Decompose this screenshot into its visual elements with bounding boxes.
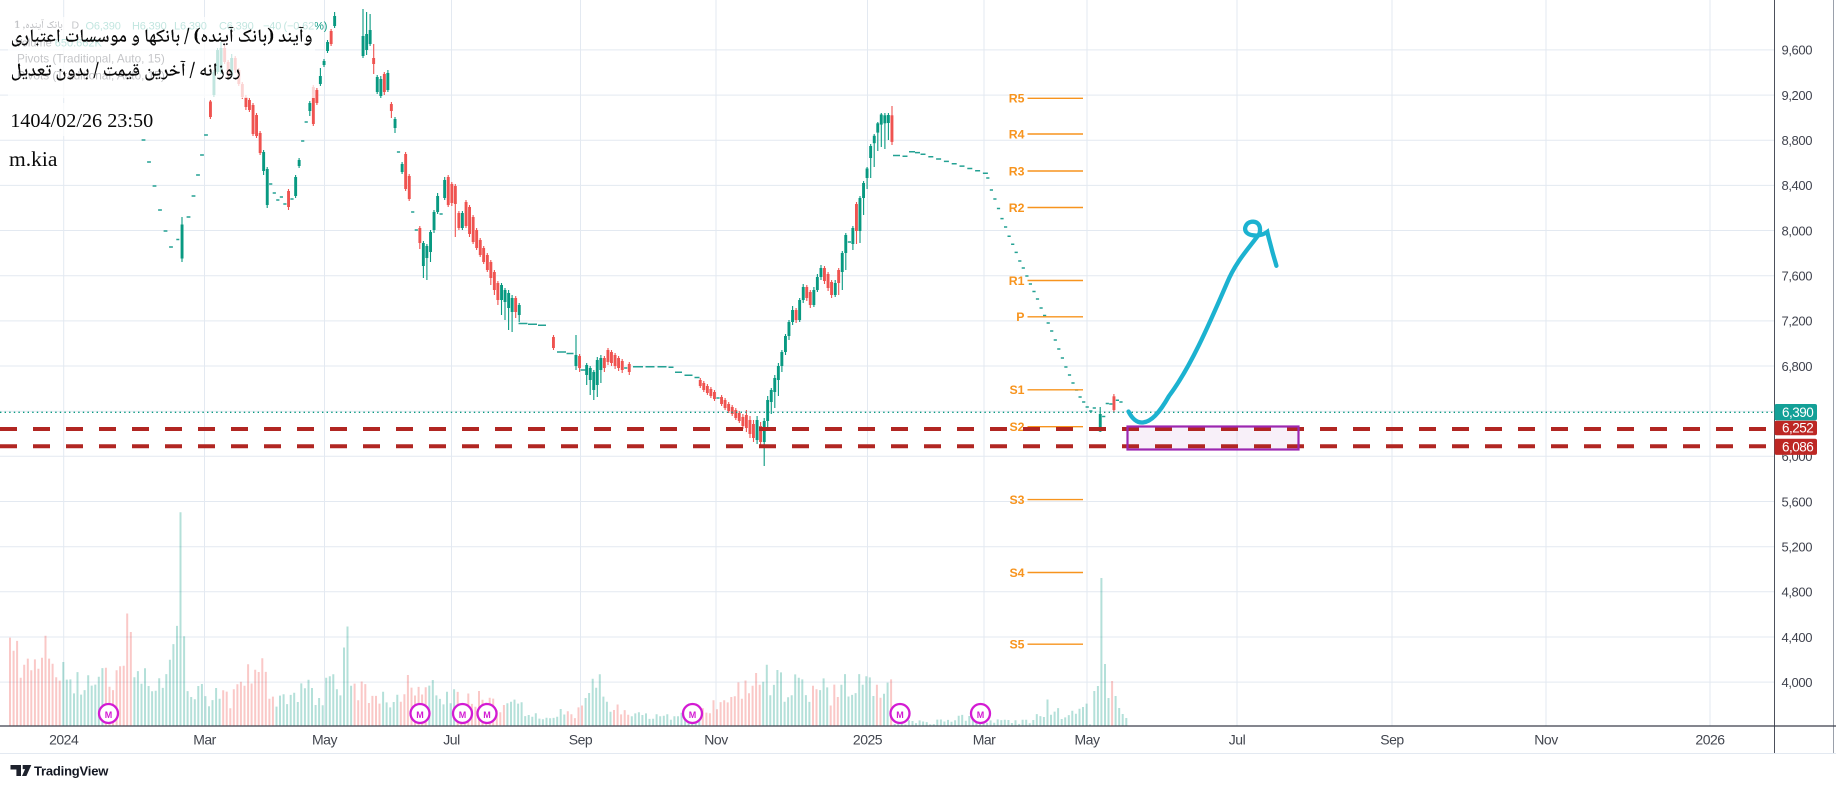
svg-text:Sep: Sep bbox=[569, 732, 593, 748]
svg-text:M: M bbox=[459, 710, 467, 720]
svg-text:M: M bbox=[977, 710, 985, 720]
svg-text:Nov: Nov bbox=[1534, 732, 1558, 748]
svg-text:6,800: 6,800 bbox=[1782, 359, 1813, 374]
svg-text:8,800: 8,800 bbox=[1782, 133, 1813, 148]
svg-text:Jul: Jul bbox=[1229, 732, 1246, 748]
svg-text:6,390: 6,390 bbox=[1782, 405, 1813, 420]
svg-text:5,600: 5,600 bbox=[1782, 494, 1813, 509]
svg-text:R2: R2 bbox=[1009, 201, 1025, 215]
svg-text:5,200: 5,200 bbox=[1782, 540, 1813, 555]
svg-text:S5: S5 bbox=[1009, 638, 1024, 652]
svg-text:7,600: 7,600 bbox=[1782, 269, 1813, 284]
svg-text:Nov: Nov bbox=[704, 732, 728, 748]
svg-text:M: M bbox=[416, 710, 424, 720]
svg-text:2024: 2024 bbox=[49, 732, 79, 748]
svg-text:6,252: 6,252 bbox=[1782, 421, 1813, 436]
svg-text:S4: S4 bbox=[1009, 566, 1024, 580]
svg-text:2026: 2026 bbox=[1695, 732, 1725, 748]
svg-text:9,600: 9,600 bbox=[1782, 43, 1813, 58]
svg-text:S2: S2 bbox=[1009, 420, 1024, 434]
svg-text:S1: S1 bbox=[1009, 383, 1024, 397]
svg-text:TradingView: TradingView bbox=[34, 764, 109, 779]
svg-text:S3: S3 bbox=[1009, 493, 1024, 507]
svg-text:2025: 2025 bbox=[853, 732, 883, 748]
svg-text:4,000: 4,000 bbox=[1782, 675, 1813, 690]
svg-text:M: M bbox=[105, 710, 113, 720]
svg-text:Mar: Mar bbox=[193, 732, 216, 748]
svg-text:m.kia: m.kia bbox=[9, 147, 58, 171]
svg-text:4,400: 4,400 bbox=[1782, 630, 1813, 645]
svg-text:May: May bbox=[1075, 732, 1100, 748]
svg-text:6,086: 6,086 bbox=[1782, 439, 1813, 454]
svg-text:Sep: Sep bbox=[1380, 732, 1404, 748]
svg-text:M: M bbox=[896, 710, 904, 720]
svg-text:R4: R4 bbox=[1009, 127, 1025, 141]
svg-text:8,000: 8,000 bbox=[1782, 223, 1813, 238]
svg-text:R5: R5 bbox=[1009, 92, 1025, 106]
svg-text:8,400: 8,400 bbox=[1782, 178, 1813, 193]
svg-text:4,800: 4,800 bbox=[1782, 585, 1813, 600]
svg-text:R1: R1 bbox=[1009, 274, 1025, 288]
svg-text:P: P bbox=[1016, 310, 1024, 324]
svg-text:Mar: Mar bbox=[973, 732, 996, 748]
svg-text:M: M bbox=[483, 710, 491, 720]
svg-text:R3: R3 bbox=[1009, 164, 1025, 178]
svg-text:May: May bbox=[312, 732, 337, 748]
svg-text:Jul: Jul bbox=[443, 732, 460, 748]
svg-text:M: M bbox=[689, 710, 697, 720]
svg-text:9,200: 9,200 bbox=[1782, 88, 1813, 103]
svg-text:7,200: 7,200 bbox=[1782, 314, 1813, 329]
svg-text:1404/02/26 23:50: 1404/02/26 23:50 bbox=[10, 110, 153, 132]
